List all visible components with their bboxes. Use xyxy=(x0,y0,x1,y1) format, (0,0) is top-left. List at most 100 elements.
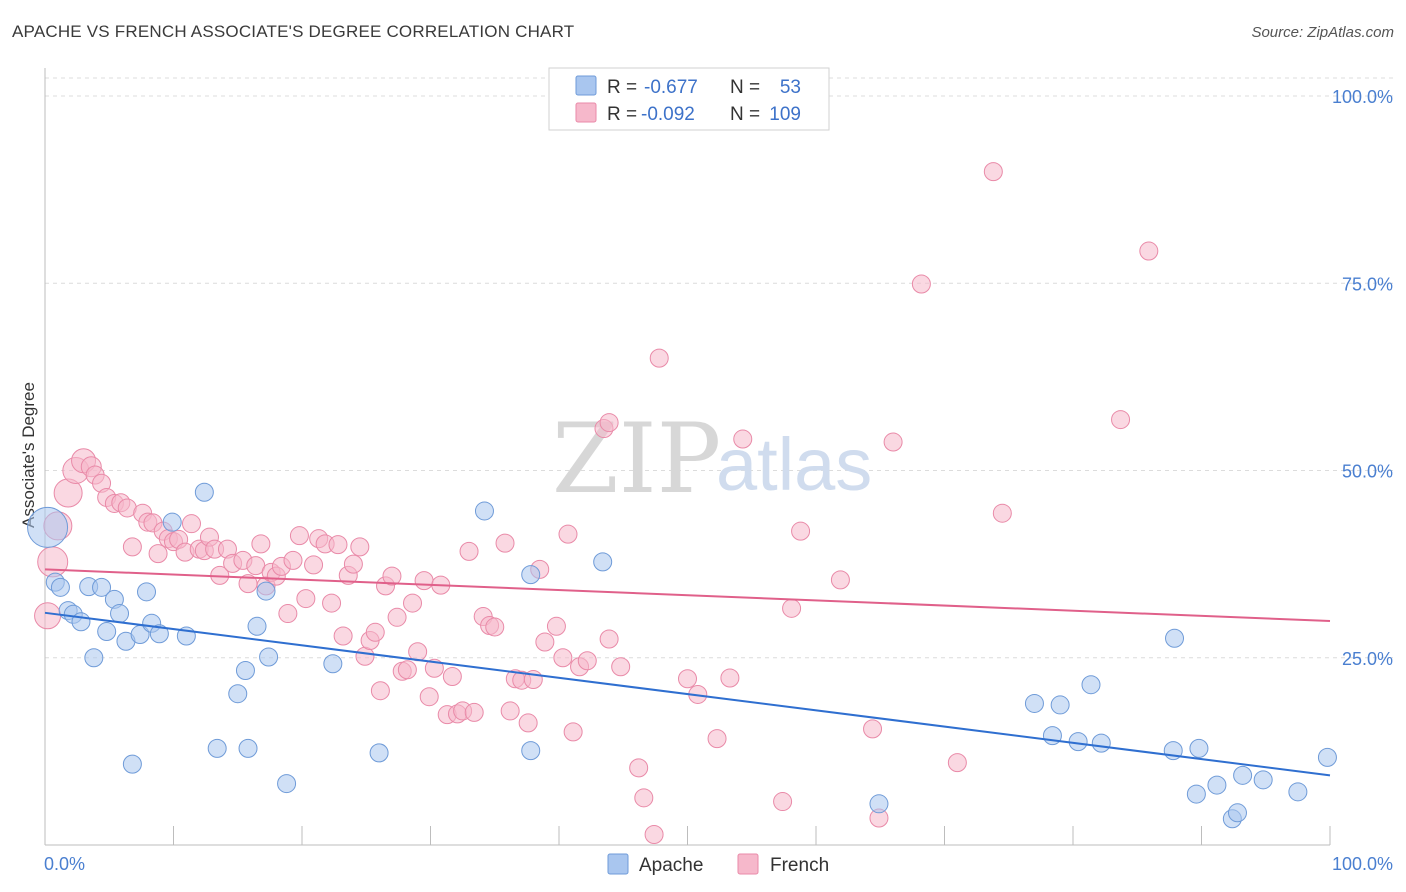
apache-point xyxy=(323,654,343,674)
apache-point xyxy=(235,660,255,680)
french-point xyxy=(553,648,573,668)
apache-point xyxy=(71,612,91,632)
french-point xyxy=(546,616,566,636)
french-point xyxy=(720,668,740,688)
french-point xyxy=(408,642,428,662)
y-tick-label: 25.0% xyxy=(1342,649,1393,669)
french-point xyxy=(333,626,353,646)
bottom-apache-label: Apache xyxy=(639,855,703,876)
bottom-french-label: French xyxy=(770,855,829,876)
x-tick-label-max: 100.0% xyxy=(1332,854,1393,874)
french-point xyxy=(629,758,649,778)
french-point xyxy=(442,666,462,686)
apache-point xyxy=(259,647,279,667)
french-r-value: -0.092 xyxy=(641,104,695,125)
apache-point xyxy=(137,582,157,602)
french-point xyxy=(558,524,578,544)
apache-point xyxy=(122,754,142,774)
french-r-label: R = xyxy=(607,104,637,125)
apache-point xyxy=(1068,732,1088,752)
apache-point xyxy=(149,624,169,644)
bottom-french-swatch xyxy=(737,853,759,875)
french-point xyxy=(382,566,402,586)
apache-point xyxy=(521,741,541,761)
y-tick-label: 100.0% xyxy=(1332,87,1393,107)
french-point xyxy=(791,521,811,541)
french-point xyxy=(34,602,62,630)
french-point xyxy=(611,657,631,677)
apache-point xyxy=(97,622,117,642)
french-point xyxy=(644,825,664,845)
grid-lines xyxy=(45,77,1394,659)
apache-r-value: -0.677 xyxy=(644,77,698,98)
apache-point xyxy=(474,501,494,521)
french-point xyxy=(296,589,316,609)
apache-point xyxy=(1317,747,1337,767)
x-tick-labels: 0.0% 100.0% xyxy=(44,854,1393,874)
apache-point xyxy=(369,743,389,763)
french-point xyxy=(322,593,342,613)
french-n-label: N = xyxy=(730,104,760,125)
apache-point xyxy=(1091,733,1111,753)
apache-point xyxy=(207,738,227,758)
chart-title: APACHE VS FRENCH ASSOCIATE'S DEGREE CORR… xyxy=(12,22,575,41)
apache-point xyxy=(1207,775,1227,795)
french-point xyxy=(773,792,793,812)
french-point xyxy=(304,555,324,575)
apache-point xyxy=(228,684,248,704)
stats-legend: R = -0.677 N = 53 R = -0.092 N = 109 xyxy=(548,67,830,131)
french-point xyxy=(403,593,423,613)
apache-point xyxy=(593,552,613,572)
apache-point xyxy=(50,577,70,597)
french-point xyxy=(733,429,753,449)
french-point xyxy=(992,503,1012,523)
apache-point xyxy=(277,774,297,794)
apache-point xyxy=(1050,695,1070,715)
french-point xyxy=(283,550,303,570)
french-point xyxy=(782,598,802,618)
apache-point xyxy=(1189,738,1209,758)
french-point xyxy=(350,537,370,557)
french-n-value: 109 xyxy=(769,104,801,125)
apache-legend-swatch xyxy=(575,75,597,96)
french-point xyxy=(370,681,390,701)
apache-point xyxy=(1081,675,1101,695)
french-point xyxy=(1111,410,1131,430)
apache-trend-line xyxy=(44,611,1331,777)
apache-point xyxy=(1288,782,1308,802)
y-tick-labels: 25.0% 50.0% 75.0% 100.0% xyxy=(1332,87,1393,669)
apache-point xyxy=(1186,784,1206,804)
apache-point xyxy=(84,648,104,668)
y-axis-label: Associate's Degree xyxy=(19,382,38,528)
french-point xyxy=(678,669,697,689)
apache-r-label: R = xyxy=(607,77,637,98)
apache-point xyxy=(521,565,541,585)
french-point xyxy=(251,534,271,554)
french-point xyxy=(518,713,538,733)
bottom-legend: Apache French xyxy=(607,853,829,876)
apache-n-value: 53 xyxy=(780,77,801,98)
french-point xyxy=(830,570,850,590)
bottom-apache-swatch xyxy=(607,853,629,875)
french-point xyxy=(328,535,348,555)
french-point xyxy=(424,658,444,678)
french-point xyxy=(343,554,363,574)
french-point xyxy=(464,702,484,722)
y-tick-label: 75.0% xyxy=(1342,274,1393,294)
apache-points xyxy=(27,482,1337,829)
french-point xyxy=(911,274,931,294)
french-point xyxy=(535,632,555,652)
french-point xyxy=(365,622,385,642)
axes xyxy=(44,68,1331,846)
apache-point xyxy=(256,581,276,601)
french-point xyxy=(883,432,903,452)
x-tick-label-min: 0.0% xyxy=(44,854,85,874)
french-point xyxy=(863,719,883,739)
apache-point xyxy=(1165,628,1185,648)
apache-point xyxy=(194,482,214,502)
french-point xyxy=(1139,241,1159,261)
apache-point xyxy=(1253,770,1273,790)
french-point xyxy=(983,162,1003,182)
french-point xyxy=(122,537,142,557)
french-point xyxy=(37,546,69,578)
